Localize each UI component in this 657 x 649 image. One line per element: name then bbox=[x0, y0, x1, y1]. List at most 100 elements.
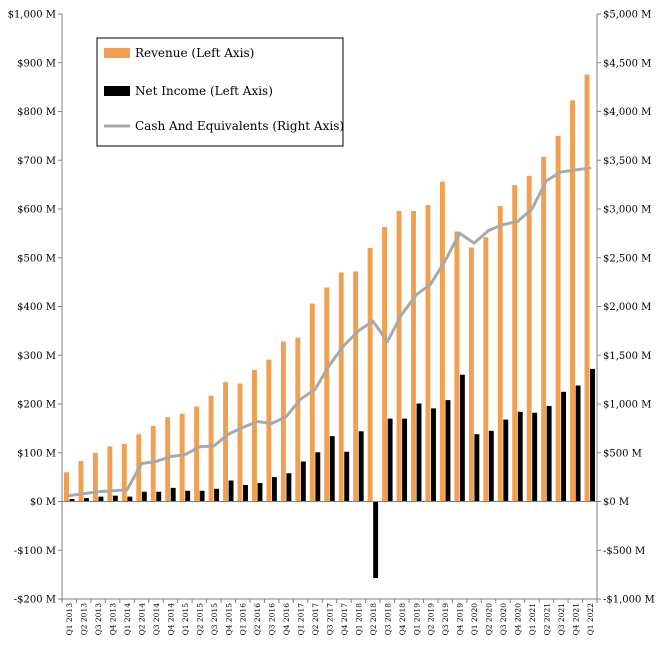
revenue-bar bbox=[309, 303, 315, 502]
cash-equivalents-point bbox=[226, 432, 230, 436]
cash-equivalents-point bbox=[573, 168, 577, 172]
left-axis-tick-label: -$200 M bbox=[14, 595, 56, 606]
cash-equivalents-line bbox=[69, 166, 590, 498]
net-income-bar bbox=[459, 374, 465, 502]
x-axis-tick-label: Q4 2017 bbox=[340, 603, 349, 636]
x-axis-tick-label: Q2 2015 bbox=[195, 603, 204, 636]
x-axis-tick-label: Q3 2014 bbox=[152, 603, 161, 636]
cash-equivalents-point bbox=[82, 492, 86, 496]
net-income-bar bbox=[358, 431, 364, 502]
net-income-bar bbox=[431, 408, 436, 502]
revenue-bar bbox=[570, 100, 576, 502]
cash-equivalents-point bbox=[125, 488, 129, 492]
net-income-bar bbox=[546, 405, 552, 502]
revenue-bar bbox=[584, 74, 590, 502]
x-axis-tick-label: Q2 2021 bbox=[542, 603, 551, 635]
net-income-bar bbox=[170, 487, 176, 502]
right-axis-tick-label: $4,500 M bbox=[603, 58, 651, 69]
cash-equivalents-point bbox=[313, 387, 317, 391]
revenue-bar bbox=[468, 247, 474, 502]
legend-swatch-revenue bbox=[104, 48, 130, 58]
left-axis-tick-label: $400 M bbox=[17, 302, 56, 313]
cash-equivalents-point bbox=[544, 179, 548, 183]
revenue-bar bbox=[541, 156, 547, 502]
legend-label-revenue: Revenue (Left Axis) bbox=[135, 46, 254, 60]
left-axis-tick-label: $800 M bbox=[17, 107, 56, 118]
net-income-bar bbox=[590, 368, 595, 502]
x-axis-tick-label: Q2 2017 bbox=[311, 603, 320, 636]
revenue-bar bbox=[483, 237, 489, 502]
right-axis-tick-label: $1,500 M bbox=[603, 351, 651, 362]
revenue-bar bbox=[526, 175, 532, 502]
net-income-bar bbox=[575, 385, 581, 502]
net-income-bar bbox=[315, 452, 321, 502]
right-axis-tick-label: $0 M bbox=[603, 497, 629, 508]
right-axis-tick-label: $4,000 M bbox=[603, 107, 651, 118]
net-income-bar bbox=[286, 473, 292, 502]
x-axis-tick-label: Q4 2021 bbox=[571, 603, 580, 635]
left-axis-tick-label: $1,000 M bbox=[8, 10, 56, 21]
cash-line-layer bbox=[67, 166, 592, 498]
x-axis-tick-label: Q4 2018 bbox=[398, 603, 407, 636]
revenue-bar bbox=[266, 359, 272, 502]
revenue-bar bbox=[107, 446, 113, 502]
x-axis-tick-label: Q3 2015 bbox=[210, 603, 219, 636]
x-axis-tick-label: Q3 2020 bbox=[499, 603, 508, 636]
net-income-bar bbox=[532, 412, 538, 502]
legend-swatch-net-income bbox=[104, 86, 130, 96]
right-axis-tick-label: $3,500 M bbox=[603, 156, 651, 167]
net-income-bar bbox=[127, 496, 133, 502]
left-axis-tick-label: $900 M bbox=[17, 58, 56, 69]
cash-equivalents-point bbox=[183, 453, 187, 457]
net-income-bar bbox=[561, 391, 567, 502]
net-income-bar bbox=[156, 491, 162, 502]
revenue-bar bbox=[555, 135, 561, 502]
net-income-bar bbox=[344, 451, 350, 502]
x-axis-tick-label: Q2 2018 bbox=[369, 603, 378, 636]
net-income-bar bbox=[243, 484, 248, 502]
left-axis-tick-label: $500 M bbox=[17, 253, 56, 264]
right-axis-tick-label: -$1,000 M bbox=[603, 595, 655, 606]
revenue-bar bbox=[497, 206, 503, 502]
cash-equivalents-point bbox=[111, 489, 115, 493]
x-axis-tick-label: Q1 2020 bbox=[470, 603, 479, 636]
revenue-bar bbox=[78, 461, 84, 502]
net-income-bar bbox=[445, 400, 451, 502]
net-income-bar bbox=[373, 501, 379, 579]
bars-layer bbox=[64, 74, 595, 579]
cash-equivalents-point bbox=[241, 426, 245, 429]
net-income-bar bbox=[416, 403, 422, 502]
revenue-bar bbox=[194, 406, 200, 502]
cash-equivalents-point bbox=[154, 460, 158, 463]
x-axis-tick-label: Q4 2020 bbox=[513, 603, 522, 636]
net-income-bar bbox=[199, 490, 205, 502]
x-axis-tick-label: Q2 2020 bbox=[485, 603, 494, 636]
net-income-bar bbox=[402, 418, 408, 502]
left-axis-tick-label: $0 M bbox=[30, 497, 56, 508]
legend-label-net-income: Net Income (Left Axis) bbox=[135, 84, 273, 98]
right-axis-tick-label: $500 M bbox=[603, 448, 642, 459]
cash-equivalents-point bbox=[501, 223, 505, 227]
cash-equivalents-point bbox=[328, 363, 331, 367]
revenue-bar bbox=[64, 472, 69, 502]
cash-equivalents-point bbox=[516, 220, 519, 224]
right-axis-tick-label: $5,000 M bbox=[603, 10, 651, 21]
cash-equivalents-point bbox=[458, 231, 462, 235]
x-axis-tick-label: Q2 2013 bbox=[80, 603, 89, 636]
net-income-bar bbox=[271, 477, 277, 502]
net-income-bar bbox=[329, 436, 335, 502]
cash-equivalents-point bbox=[588, 166, 592, 170]
legend-label-cash: Cash And Equivalents (Right Axis) bbox=[135, 119, 344, 133]
x-axis-tick-label: Q4 2013 bbox=[109, 603, 118, 636]
x-axis-tick-label: Q4 2014 bbox=[166, 603, 175, 636]
x-axis-tick-label: Q1 2015 bbox=[181, 603, 190, 636]
revenue-bar bbox=[367, 248, 373, 502]
cash-equivalents-point bbox=[212, 444, 216, 448]
revenue-bar bbox=[165, 417, 171, 502]
x-axis-tick-label: Q1 2014 bbox=[123, 603, 132, 636]
revenue-bar bbox=[150, 425, 156, 502]
cash-equivalents-point bbox=[357, 329, 360, 333]
revenue-bar bbox=[324, 287, 330, 502]
x-axis-tick-label: Q4 2015 bbox=[224, 603, 233, 636]
